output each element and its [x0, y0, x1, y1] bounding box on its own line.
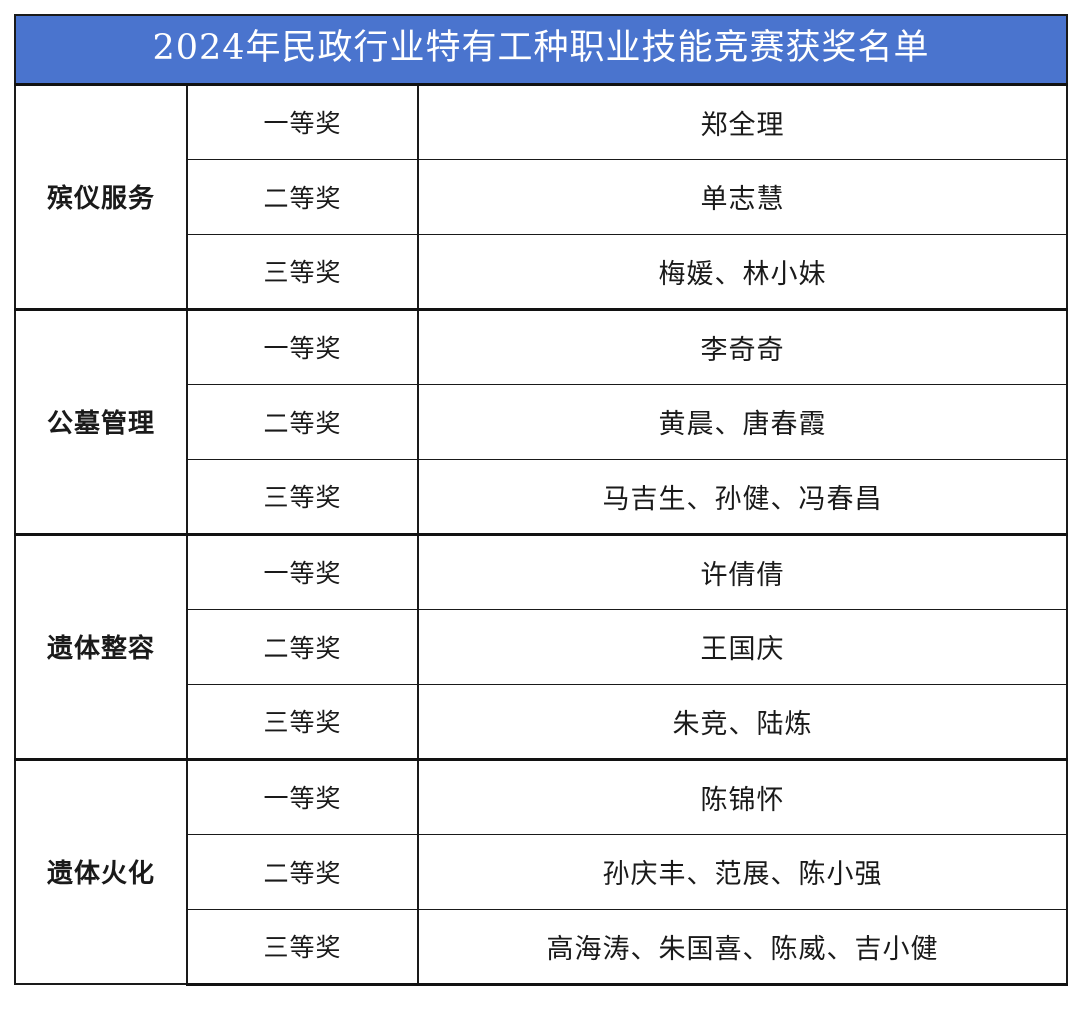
table-row: 二等奖 王国庆	[15, 608, 1069, 685]
table-body: 殡仪服务 一等奖 郑全理 二等奖 单志慧 三等奖 梅媛、林小妹 公墓管理 一等奖 李奇奇 二等奖 黄晨…	[14, 82, 1069, 986]
category-cell: 遗体火化	[14, 757, 188, 985]
category-cell: 殡仪服务	[14, 82, 188, 310]
title-row: 2024年民政行业特有工种职业技能竞赛获奖名单	[13, 14, 1069, 85]
award-level-cell: 一等奖	[186, 757, 419, 835]
winner-names-cell: 马吉生、孙健、冯春昌	[416, 458, 1069, 536]
award-level-cell: 三等奖	[186, 458, 419, 536]
award-level-cell: 三等奖	[186, 683, 419, 761]
table-row: 遗体整容 一等奖 许倩倩	[14, 532, 1069, 760]
winner-names-cell: 李奇奇	[416, 307, 1069, 385]
winner-names-cell: 许倩倩	[416, 532, 1069, 610]
award-level-cell: 三等奖	[186, 908, 419, 986]
award-level-cell: 一等奖	[186, 307, 419, 385]
category-cell: 遗体整容	[14, 532, 188, 760]
table-row: 三等奖 朱竞、陆炼	[15, 683, 1069, 761]
award-level-cell: 二等奖	[186, 158, 419, 235]
table-row: 二等奖 单志慧	[15, 158, 1069, 235]
table-row: 公墓管理 一等奖 李奇奇	[14, 307, 1069, 535]
category-cell: 公墓管理	[14, 307, 188, 535]
winner-names-cell: 王国庆	[416, 608, 1069, 685]
award-level-cell: 一等奖	[186, 82, 419, 160]
table-row: 二等奖 黄晨、唐春霞	[15, 383, 1069, 460]
table-row: 遗体火化 一等奖 陈锦怀	[14, 757, 1069, 985]
winner-names-cell: 陈锦怀	[416, 757, 1069, 835]
table-header: 2024年民政行业特有工种职业技能竞赛获奖名单	[13, 14, 1069, 85]
award-level-cell: 二等奖	[186, 383, 419, 460]
winner-names-cell: 梅媛、林小妹	[416, 233, 1069, 311]
winner-names-cell: 朱竞、陆炼	[416, 683, 1069, 761]
table-row: 二等奖 孙庆丰、范展、陈小强	[15, 833, 1069, 910]
award-winners-table: 2024年民政行业特有工种职业技能竞赛获奖名单 殡仪服务 一等奖 郑全理 二等奖 单志慧…	[13, 14, 1069, 986]
winner-names-cell: 黄晨、唐春霞	[416, 383, 1069, 460]
table-row: 三等奖 高海涛、朱国喜、陈威、吉小健	[15, 908, 1069, 986]
table-row: 殡仪服务 一等奖 郑全理	[14, 82, 1069, 310]
winner-names-cell: 郑全理	[416, 82, 1069, 160]
winner-names-cell: 单志慧	[416, 158, 1069, 235]
award-level-cell: 二等奖	[186, 833, 419, 910]
award-level-cell: 二等奖	[186, 608, 419, 685]
table-row: 三等奖 马吉生、孙健、冯春昌	[15, 458, 1069, 536]
winner-names-cell: 孙庆丰、范展、陈小强	[416, 833, 1069, 910]
award-level-cell: 一等奖	[186, 532, 419, 610]
award-level-cell: 三等奖	[186, 233, 419, 311]
award-list-container: 2024年民政行业特有工种职业技能竞赛获奖名单 殡仪服务 一等奖 郑全理 二等奖 单志慧…	[13, 14, 1069, 986]
winner-names-cell: 高海涛、朱国喜、陈威、吉小健	[416, 908, 1069, 986]
page-title: 2024年民政行业特有工种职业技能竞赛获奖名单	[13, 14, 1069, 85]
table-row: 三等奖 梅媛、林小妹	[15, 233, 1069, 311]
